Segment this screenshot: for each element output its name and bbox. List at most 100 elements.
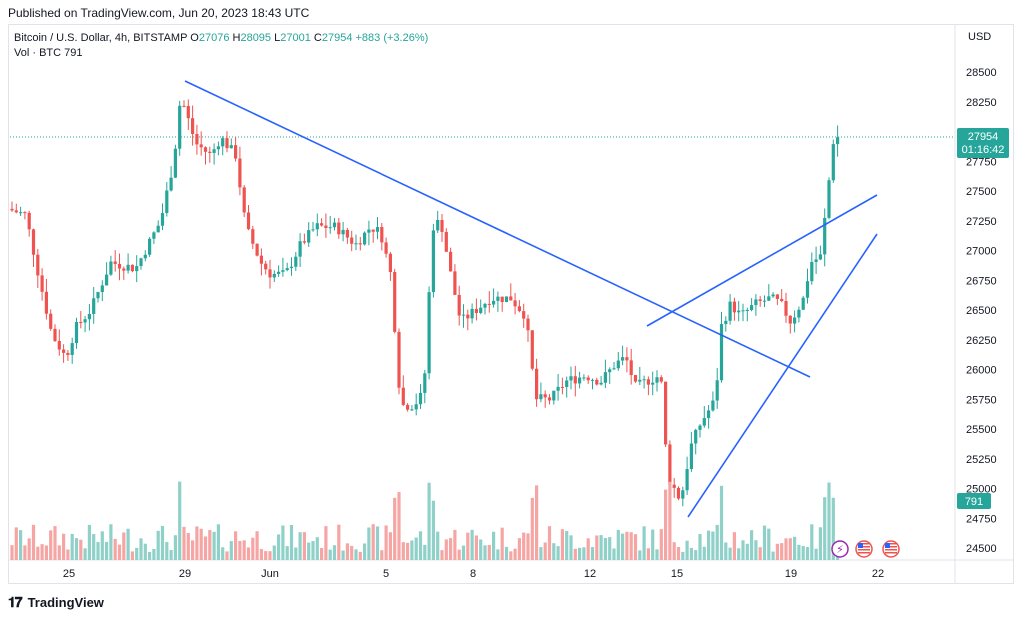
volume-bar [186,533,190,560]
candle-body [440,219,444,232]
candle-body [427,292,431,374]
candle-body [719,324,724,381]
x-tick-label: 5 [383,568,389,580]
candle-body [130,264,134,272]
volume-bar [285,546,289,560]
candle-body [165,190,169,214]
candle-body [694,429,698,444]
candle-body [191,118,195,135]
candle-body [302,241,306,243]
candle-body [552,390,556,401]
flag-stripe [885,552,897,554]
candle-body [57,340,61,350]
symbol-legend: Bitcoin / U.S. Dollar, 4h, BITSTAMP O270… [14,32,428,44]
candle-body [474,308,478,313]
flag-stripe [885,543,897,545]
volume-bar [629,532,633,560]
volume-bar [466,532,470,560]
y-tick-label: 25750 [966,394,997,406]
volume-bar [530,497,534,560]
volume-bar [823,497,827,560]
volume-bar [74,538,79,560]
volume-bar [311,541,315,560]
candle-body [526,318,530,331]
candle-body [160,213,165,226]
flag-stripe [858,543,870,545]
candle-body [745,310,749,312]
candle-body [608,369,612,373]
volume-bar [238,540,242,560]
volume-bar [805,547,810,560]
flag-stripe [885,546,897,548]
candle-body [689,443,693,470]
candle-body [44,291,48,314]
volume-bar [758,547,762,560]
volume-bar [427,482,431,560]
volume-bar [83,548,87,560]
candle-body [96,292,100,299]
volume-bar [212,531,216,560]
volume-bar [547,526,552,560]
volume-bar [668,481,672,560]
candle-body [603,372,607,383]
candle-body [771,294,775,297]
volume-bar [681,551,685,560]
candle-body [10,208,14,211]
candle-body [139,258,143,267]
volume-bar [221,547,225,560]
candle-body [612,368,616,370]
candle-body [702,418,706,426]
volume-bar [698,534,702,560]
volume-bar [487,545,491,560]
candle-body [707,410,711,419]
volume-bar [139,538,143,560]
volume-bar [625,531,629,560]
volume-bar [767,528,771,560]
volume-value: 791 [64,47,83,59]
volume-bar [818,527,822,560]
volume-bar [582,547,586,560]
candle-body [569,376,573,381]
volume-bar [229,541,233,560]
volume-bar [440,550,444,560]
candle-body [83,319,87,323]
candle-body [814,259,818,263]
volume-bar [642,526,646,560]
y-tick-label: 26750 [966,275,997,287]
candle-body [406,404,410,410]
currency-label[interactable]: USD [968,31,992,43]
volume-bar [745,543,749,560]
volume-bar [324,526,328,560]
volume-bar [470,529,474,560]
volume-bar [401,542,405,560]
volume-bar [831,497,835,560]
trendline [646,194,878,327]
volume-bar [418,531,423,560]
y-tick-label: 24500 [966,543,997,555]
volume-bar [354,549,358,560]
y-tick-label: 24750 [966,513,997,525]
y-tick-label: 28500 [966,67,997,79]
candle-body [272,273,276,278]
volume-bar [358,551,362,560]
volume-bar [741,540,745,560]
volume-bar [160,525,165,560]
candle-body [281,270,285,272]
candle-body [621,357,625,361]
volume-bar [195,526,199,560]
volume-bar [737,548,741,560]
tradingview-logo-icon: 𝟏𝟕 [8,594,23,610]
volume-bar [457,549,461,560]
candle-body [298,241,302,257]
volume-bar [762,525,767,560]
volume-bar [345,543,349,560]
candle-body [762,300,767,302]
candle-body [590,379,595,381]
candle-body [586,377,590,381]
volume-bar [646,548,650,560]
candle-body [423,373,427,393]
candle-body [758,299,762,301]
candle-body [599,382,603,385]
volume-bar [135,547,139,560]
